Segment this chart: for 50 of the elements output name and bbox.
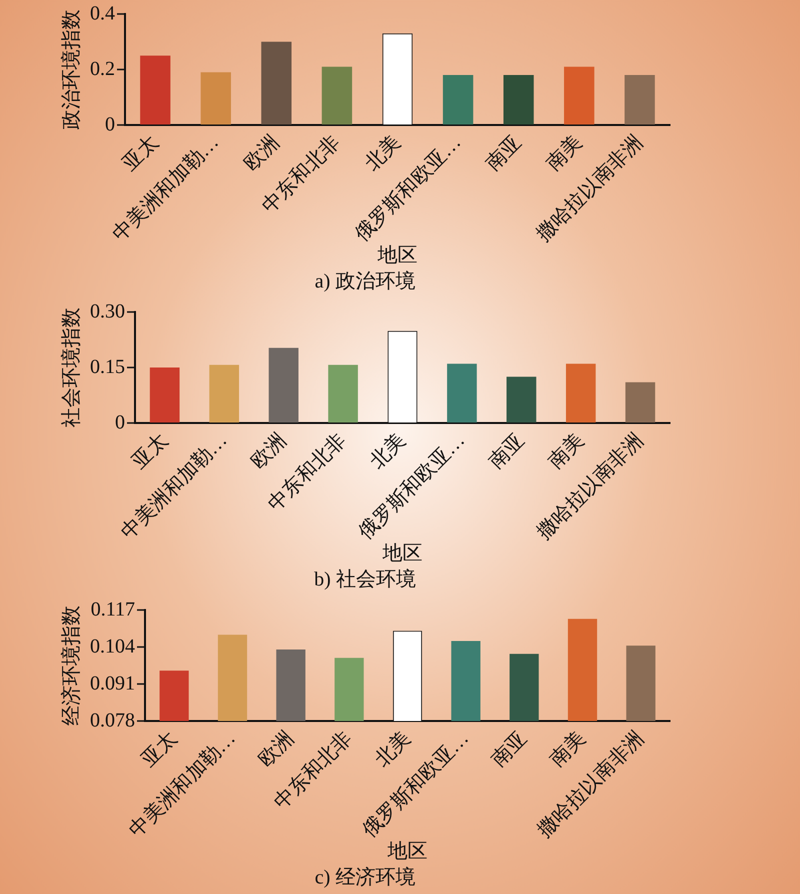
bar bbox=[506, 376, 536, 422]
bar bbox=[624, 75, 655, 124]
bar bbox=[200, 72, 231, 124]
x-tick-label: 南亚 bbox=[482, 131, 526, 176]
y-axis-title: 经济环境指数 bbox=[60, 606, 82, 726]
text: a) 政治环境 bbox=[314, 270, 416, 292]
bar bbox=[322, 66, 352, 124]
x-tick-label: 南亚 bbox=[488, 727, 532, 772]
y-tick-label: 0.2 bbox=[90, 58, 115, 80]
bar bbox=[625, 382, 656, 422]
x-axis-title: 地区 bbox=[376, 244, 418, 266]
x-tick-label: 欧洲 bbox=[247, 429, 291, 474]
x-tick-label: 欧洲 bbox=[254, 727, 298, 772]
bar bbox=[442, 75, 474, 124]
bar bbox=[150, 368, 180, 422]
bar bbox=[261, 42, 292, 124]
bar bbox=[447, 364, 477, 422]
y-tick-label: 0.4 bbox=[90, 2, 115, 24]
y-axis-title: 社会环境指数 bbox=[60, 308, 82, 428]
bar bbox=[140, 56, 170, 124]
bar bbox=[328, 364, 358, 422]
x-tick-label: 北美 bbox=[360, 130, 405, 176]
y-tick-label: 0.104 bbox=[90, 635, 135, 658]
y-tick-label: 0.078 bbox=[90, 709, 135, 732]
y-tick-label: 0 bbox=[105, 113, 115, 136]
y-tick-label: 0.091 bbox=[90, 672, 135, 694]
x-axis-title: 地区 bbox=[382, 542, 422, 564]
bar bbox=[566, 364, 596, 422]
x-tick-label: 南美 bbox=[544, 428, 588, 474]
x-tick-label: 亚太 bbox=[118, 131, 163, 176]
x-tick-label: 南亚 bbox=[484, 429, 529, 474]
bar bbox=[209, 364, 240, 422]
x-tick-label: 亚太 bbox=[128, 429, 172, 474]
x-axis-title: 地区 bbox=[386, 840, 428, 862]
bar bbox=[268, 348, 298, 422]
y-tick-label: 0.15 bbox=[90, 356, 125, 378]
x-tick-label: 北美 bbox=[365, 428, 410, 474]
x-tick-label: 北美 bbox=[370, 726, 415, 772]
x-tick-label: 欧洲 bbox=[240, 131, 284, 176]
y-tick-label: 0.117 bbox=[90, 598, 135, 620]
x-tick-label: 南美 bbox=[545, 726, 590, 772]
x-tick-label: 亚太 bbox=[138, 727, 182, 772]
y-tick-label: 0 bbox=[115, 411, 125, 434]
text: c) 经济环境 bbox=[314, 866, 416, 888]
bar bbox=[503, 75, 534, 124]
x-tick-label: 南美 bbox=[542, 130, 586, 176]
text: b) 社会环境 bbox=[314, 568, 416, 590]
y-axis-title: 政治环境指数 bbox=[60, 10, 82, 130]
y-tick-label: 0.30 bbox=[90, 300, 125, 322]
bar bbox=[564, 66, 594, 124]
